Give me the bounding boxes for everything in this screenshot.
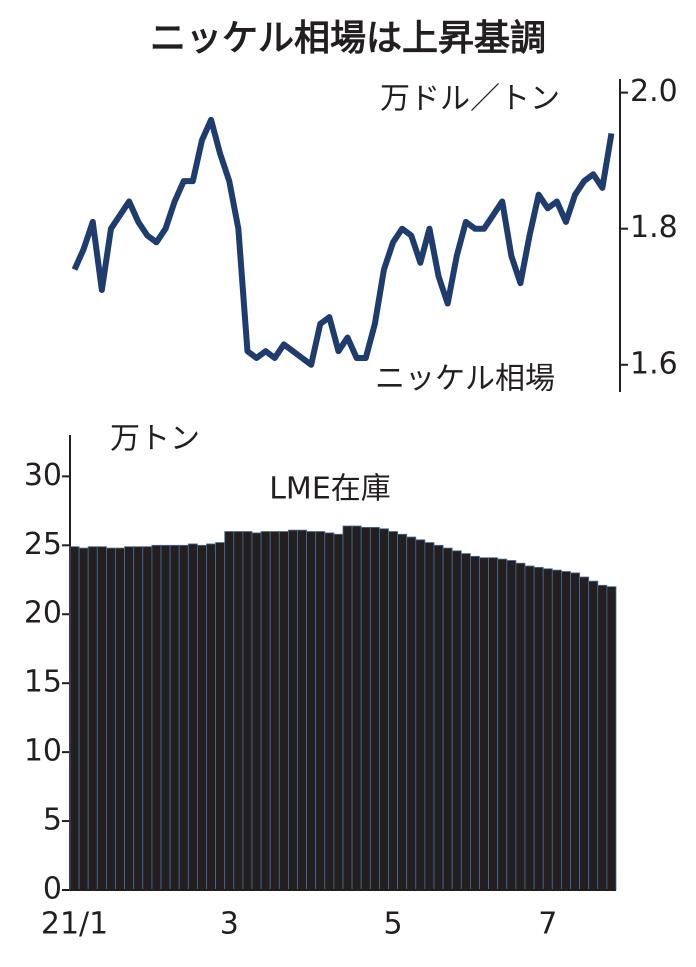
bar [297, 529, 308, 891]
bar [160, 544, 171, 891]
y-tick-label: 5 [43, 803, 62, 838]
bar [78, 547, 89, 891]
bar [342, 525, 353, 891]
bar [561, 571, 571, 891]
bar [142, 546, 153, 891]
y-tick-label: 1.6 [630, 346, 678, 381]
bar [360, 526, 371, 891]
bar [351, 525, 362, 891]
bar [106, 547, 116, 891]
bar [133, 546, 144, 891]
bar [251, 532, 262, 891]
y-axis-label: 万トン [110, 422, 200, 457]
y-tick-label: 1.8 [630, 210, 678, 245]
y-tick-label: 15 [24, 665, 62, 700]
bar [196, 544, 207, 891]
bar [406, 536, 417, 891]
bar [542, 568, 553, 891]
bar [224, 531, 235, 891]
y-tick-label: 10 [24, 734, 62, 769]
bar [215, 542, 226, 891]
legend-label: ニッケル相場 [375, 362, 555, 397]
y-tick-label: 2.0 [630, 74, 678, 109]
bar [497, 558, 508, 891]
bar [570, 572, 581, 891]
y-tick-label: 20 [24, 596, 62, 631]
bar [315, 531, 326, 891]
bar [178, 544, 189, 891]
bar [597, 584, 608, 891]
bar [397, 533, 408, 891]
bar [506, 560, 517, 891]
bar [333, 533, 344, 891]
bar [269, 531, 280, 891]
bar [515, 562, 526, 891]
bar [287, 529, 298, 891]
y-tick-label: 30 [24, 458, 62, 493]
bar [588, 580, 599, 891]
chart-title: ニッケル相場は上昇基調 [150, 18, 546, 59]
bar [524, 565, 535, 891]
bar [415, 539, 426, 891]
bar [378, 528, 389, 891]
bar [187, 543, 198, 891]
bar [233, 531, 244, 891]
bar [579, 576, 590, 891]
x-tick-label: 3 [220, 907, 239, 942]
bar [433, 544, 444, 891]
x-tick-label: 5 [384, 907, 403, 942]
bar [124, 546, 135, 891]
bar [242, 531, 253, 891]
bar [442, 547, 453, 891]
y-axis-label: 万ドル／トン [380, 82, 560, 117]
bar [388, 531, 399, 891]
bar [306, 531, 317, 891]
bar [551, 569, 562, 891]
bar [278, 531, 289, 891]
bar [369, 526, 380, 891]
x-tick-label: 21/1 [41, 907, 108, 942]
bar [479, 557, 490, 891]
y-tick-label: 25 [24, 527, 62, 562]
bar [460, 553, 471, 891]
bar [151, 544, 162, 891]
bar [451, 550, 462, 891]
bar [260, 531, 271, 891]
legend-label: LME在庫 [269, 472, 391, 507]
x-tick-label: 7 [538, 907, 557, 942]
bar [87, 546, 98, 891]
bar [488, 557, 499, 891]
bar [424, 542, 435, 891]
bar [606, 586, 617, 891]
bar [469, 555, 480, 891]
bar [169, 544, 180, 891]
price-line [71, 116, 615, 368]
bar [533, 566, 544, 891]
bar [206, 543, 217, 891]
bar [69, 546, 80, 891]
bar [115, 547, 126, 891]
bar [324, 532, 335, 891]
y-tick-label: 0 [43, 872, 62, 907]
bar [96, 546, 107, 891]
